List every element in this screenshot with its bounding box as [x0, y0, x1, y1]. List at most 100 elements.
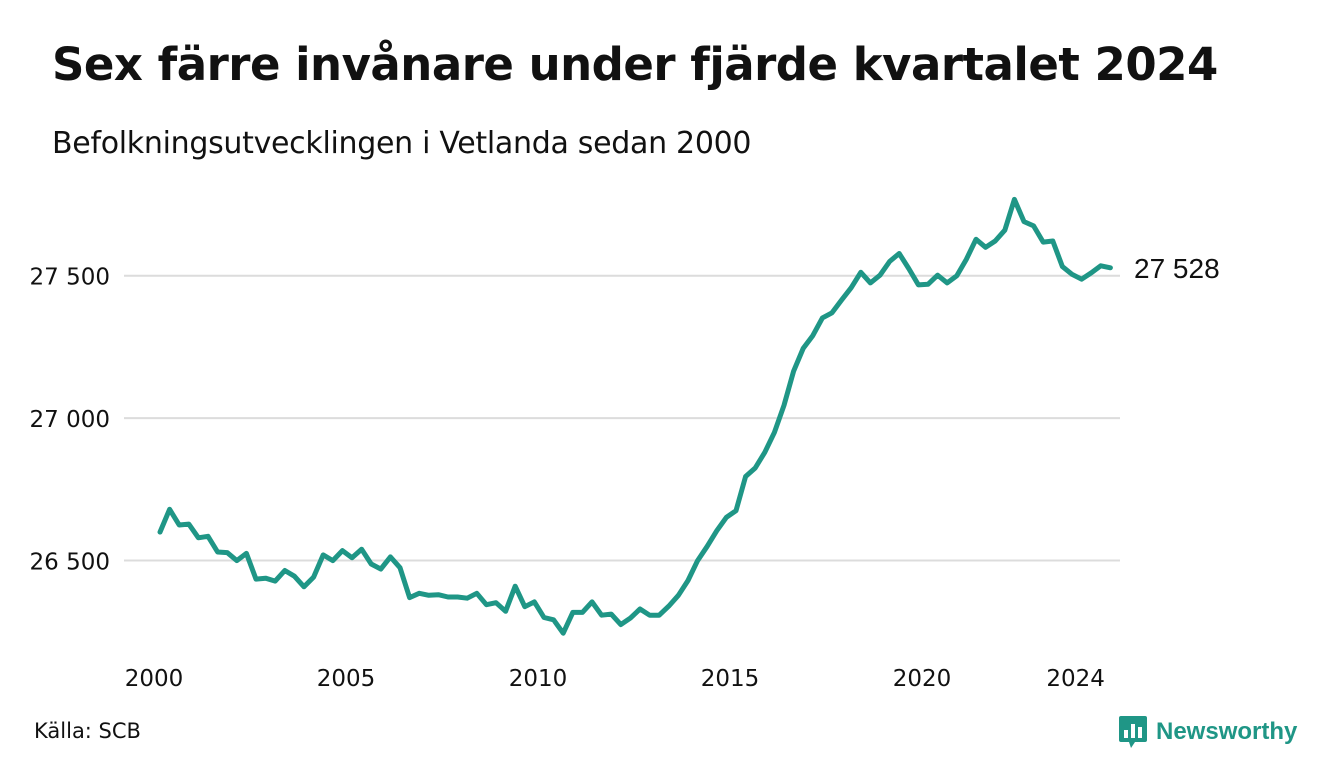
data-point [494, 600, 499, 605]
data-point [1050, 239, 1055, 244]
series-line-0 [157, 196, 1113, 636]
bar-chart-icon [1119, 716, 1147, 748]
data-point [1031, 223, 1036, 228]
data-point [282, 568, 287, 573]
x-tick-label: 2020 [893, 666, 952, 692]
data-point [686, 578, 691, 583]
data-point [878, 273, 883, 278]
end-value-label: 27 528 [1134, 253, 1220, 284]
data-point [983, 245, 988, 250]
data-point [945, 280, 950, 285]
y-tick-label: 27 500 [30, 265, 110, 291]
data-point [974, 237, 979, 242]
y-tick-label: 27 000 [30, 407, 110, 433]
data-point [225, 550, 230, 555]
data-point [484, 602, 489, 607]
data-point [503, 609, 508, 614]
data-point [830, 310, 835, 315]
data-point [398, 565, 403, 570]
chart-labels: 27 528 [1134, 253, 1220, 284]
data-point [167, 507, 172, 512]
data-point [273, 579, 278, 584]
data-point [330, 558, 335, 563]
data-point [561, 631, 566, 636]
data-point [839, 298, 844, 303]
data-point [772, 430, 777, 435]
data-point [647, 613, 652, 618]
data-point [234, 558, 239, 563]
data-point [426, 593, 431, 598]
data-point [570, 610, 575, 615]
data-point [580, 610, 585, 615]
data-point [1108, 265, 1113, 270]
data-point [1070, 272, 1075, 277]
data-point [522, 604, 527, 609]
y-axis: 26 500 27 000 27 500 [30, 265, 110, 576]
data-point [734, 508, 739, 513]
data-point [801, 346, 806, 351]
data-point [551, 617, 556, 622]
data-point [417, 591, 422, 596]
data-point [906, 266, 911, 271]
data-point [292, 574, 297, 579]
data-point [858, 270, 863, 275]
data-point [964, 257, 969, 262]
data-point [714, 528, 719, 533]
x-tick-label: 2024 [1046, 666, 1105, 692]
data-point [695, 558, 700, 563]
x-tick-label: 2015 [701, 666, 760, 692]
data-point [705, 544, 710, 549]
data-point [762, 450, 767, 455]
y-tick-label: 26 500 [30, 550, 110, 576]
data-point [1012, 197, 1017, 202]
data-point [350, 555, 355, 560]
data-point [820, 315, 825, 320]
data-point [263, 576, 268, 581]
data-point [474, 591, 479, 596]
data-point [311, 575, 316, 580]
data-point [513, 584, 518, 589]
x-tick-label: 2005 [317, 666, 376, 692]
data-point [446, 595, 451, 600]
data-point [1022, 219, 1027, 224]
data-point [753, 466, 758, 471]
data-point [599, 613, 604, 618]
data-point [215, 550, 220, 555]
x-axis: 2000 2005 2010 2015 2020 2024 [125, 666, 1105, 692]
data-point [782, 403, 787, 408]
data-point [926, 282, 931, 287]
chart-grid [124, 274, 1120, 562]
data-point [935, 273, 940, 278]
data-point [388, 554, 393, 559]
data-point [186, 522, 191, 527]
data-point [465, 596, 470, 601]
data-point [868, 280, 873, 285]
data-point [887, 259, 892, 264]
data-point [1041, 240, 1046, 245]
data-point [542, 615, 547, 620]
data-point [810, 333, 815, 338]
data-point [196, 535, 201, 540]
x-tick-label: 2000 [125, 666, 184, 692]
data-point [321, 552, 326, 557]
data-point [628, 616, 633, 621]
data-point [618, 622, 623, 627]
data-point [340, 548, 345, 553]
data-point [849, 285, 854, 290]
data-point [158, 530, 163, 535]
chart-series [157, 196, 1113, 636]
data-point [724, 515, 729, 520]
data-point [1060, 264, 1065, 269]
data-point [378, 567, 383, 572]
data-point [897, 251, 902, 256]
data-point [666, 604, 671, 609]
brand-name: Newsworthy [1156, 718, 1298, 745]
data-point [954, 273, 959, 278]
data-point [302, 584, 307, 589]
data-point [369, 562, 374, 567]
data-point [244, 551, 249, 556]
data-point [455, 595, 460, 600]
data-point [1098, 263, 1103, 268]
data-point [407, 595, 412, 600]
